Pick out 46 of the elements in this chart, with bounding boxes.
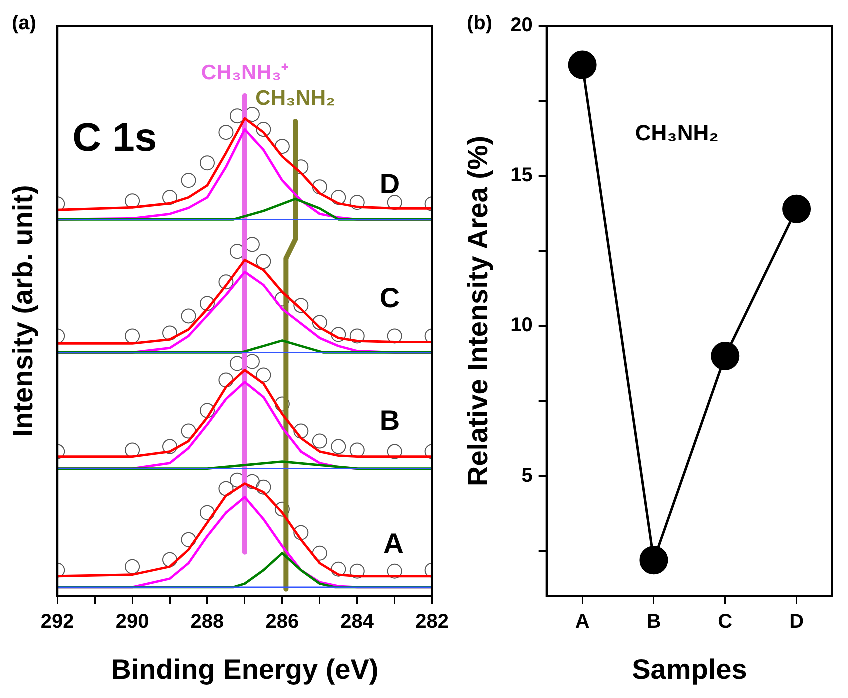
chart-title: (a) <box>12 12 36 35</box>
y-axis-title: Intensity (arb. unit) <box>8 185 39 438</box>
annotation: C 1s <box>72 116 158 160</box>
x-axis-title: Binding Energy (eV) <box>111 654 379 685</box>
point <box>125 194 140 209</box>
point <box>256 368 272 383</box>
point <box>568 50 597 80</box>
x-tick-label: 290 <box>116 610 150 633</box>
point <box>125 328 140 344</box>
y-tick-label: 10 <box>510 314 533 337</box>
y-axis-title: Relative Intensity Area (%) <box>462 136 494 487</box>
annotation: A <box>384 528 404 559</box>
point <box>782 194 812 224</box>
x-tick-label: 288 <box>190 610 224 633</box>
point <box>125 559 140 574</box>
point <box>312 434 328 449</box>
x-tick-label: C <box>718 610 733 633</box>
point <box>125 442 140 458</box>
point <box>218 125 234 140</box>
point <box>181 173 196 188</box>
x-tick-label: A <box>575 610 590 633</box>
annotation: B <box>380 405 400 436</box>
x-tick-label: 286 <box>266 610 300 633</box>
annotation: D <box>380 168 400 200</box>
point <box>350 442 365 458</box>
x-tick-label: 282 <box>416 610 450 633</box>
y-tick-label: 5 <box>522 464 533 487</box>
point <box>640 546 668 575</box>
series-label: CH₃NH₂ <box>256 86 336 110</box>
point <box>312 546 328 561</box>
point <box>711 342 740 370</box>
point <box>200 156 215 171</box>
annotation: C <box>380 282 400 314</box>
point <box>256 254 272 270</box>
x-tick-label: 284 <box>340 610 375 633</box>
x-tick-label: B <box>646 610 662 633</box>
point <box>331 439 346 454</box>
x-tick-label: D <box>790 610 804 633</box>
y-tick-label: 20 <box>510 14 533 37</box>
annotation: CH₃NH₂ <box>635 120 719 146</box>
x-axis-title: Samples <box>632 654 748 685</box>
y-tick-label: 15 <box>510 164 533 187</box>
series-label: CH₃NH₃⁺ <box>201 61 289 84</box>
point <box>181 308 196 324</box>
x-tick-label: 292 <box>40 610 74 633</box>
chart-title: (b) <box>467 12 493 35</box>
